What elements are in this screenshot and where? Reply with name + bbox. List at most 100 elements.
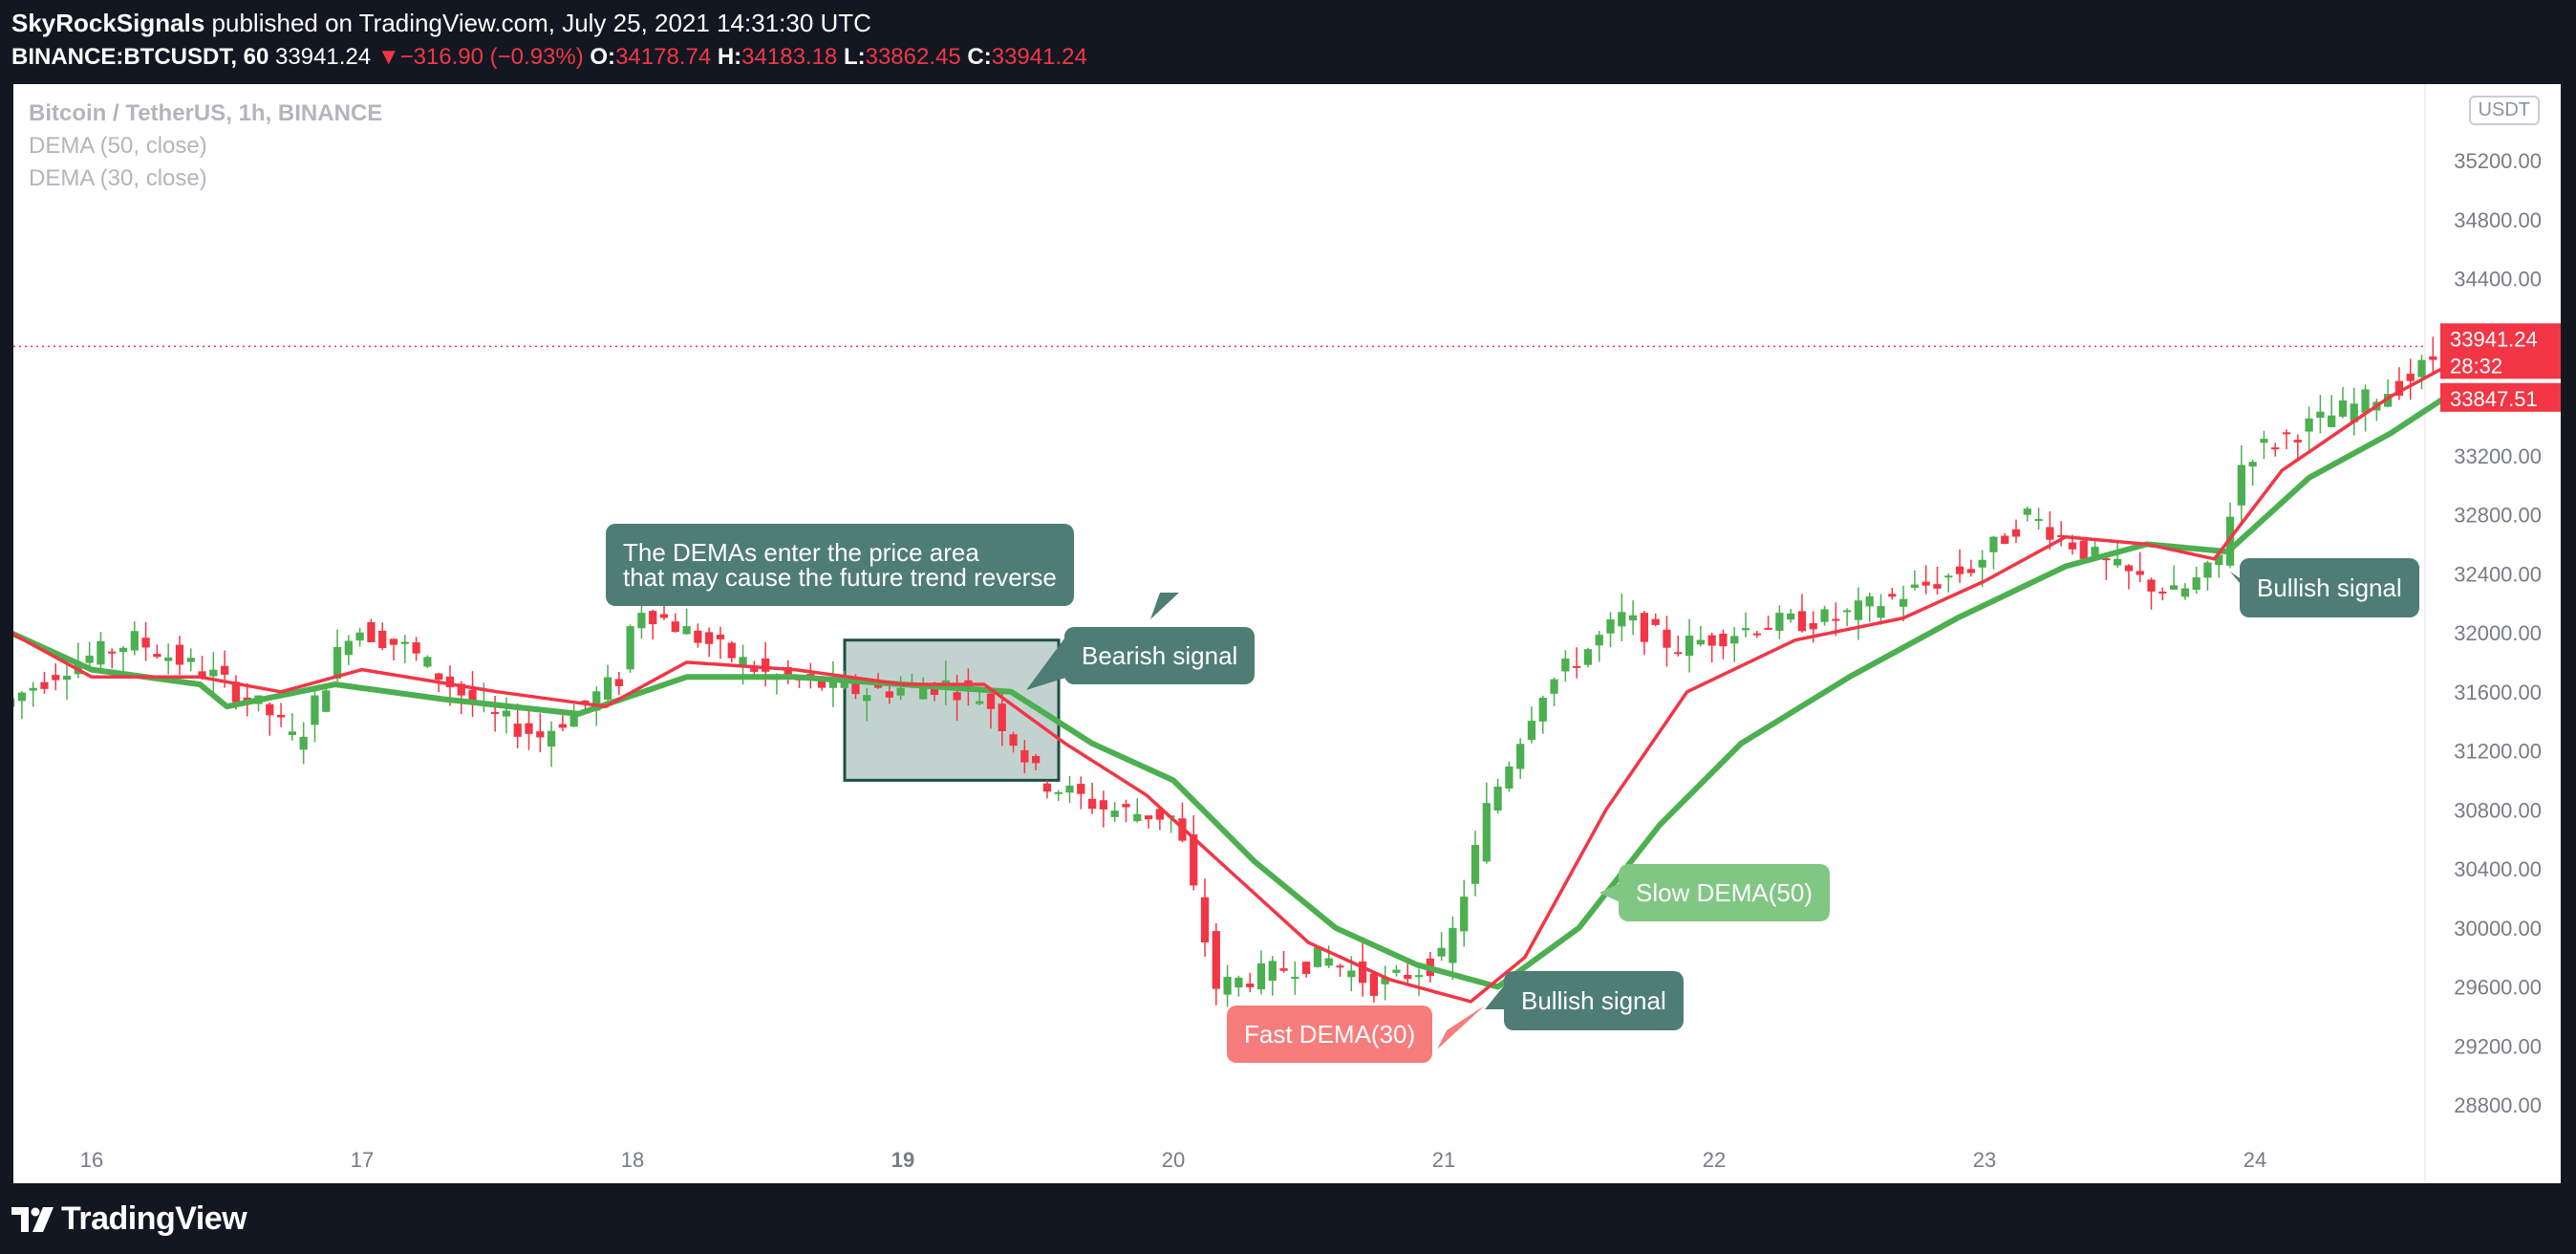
candle-body bbox=[1797, 611, 1807, 632]
candle-body bbox=[1865, 595, 1874, 607]
candle-body bbox=[52, 675, 60, 681]
candle-body bbox=[1583, 649, 1593, 665]
candle-body bbox=[1155, 809, 1164, 820]
publish-line: SkyRockSignals published on TradingView.… bbox=[11, 6, 1087, 40]
bullish-signal-callout-right[interactable]: Bullish signal bbox=[2240, 558, 2419, 617]
consolidation-box bbox=[843, 638, 1061, 782]
fast-dema-callout[interactable]: Fast DEMA(30) bbox=[1227, 1005, 1433, 1063]
last-price: 33941.24 bbox=[275, 44, 372, 70]
candle-body bbox=[1775, 613, 1784, 631]
candle-body bbox=[2147, 579, 2156, 592]
candle-body bbox=[1234, 977, 1243, 988]
candle-body bbox=[367, 621, 376, 642]
candle-body bbox=[682, 626, 691, 635]
candle-body bbox=[2293, 440, 2302, 443]
candle-body bbox=[1437, 947, 1446, 957]
candle-body bbox=[2057, 534, 2066, 537]
candle-body bbox=[694, 630, 702, 643]
candle-body bbox=[1144, 815, 1153, 820]
candle-body bbox=[276, 714, 286, 718]
dema-value-badge-bg bbox=[2440, 382, 2561, 412]
candle-body bbox=[1460, 897, 1469, 932]
bullish-signal-callout-left[interactable]: Bullish signal bbox=[1504, 971, 1684, 1030]
candle-body bbox=[784, 667, 792, 678]
candle-body bbox=[1482, 803, 1491, 862]
slow-dema-callout[interactable]: Slow DEMA(50) bbox=[1619, 864, 1830, 921]
candle-body bbox=[1268, 961, 1277, 982]
candle-body bbox=[2282, 432, 2291, 435]
candle-body bbox=[2169, 585, 2179, 590]
chart-legend: Bitcoin / TetherUS, 1h, BINANCE DEMA (50… bbox=[29, 97, 382, 195]
y-tick-label: 31600.00 bbox=[2454, 681, 2542, 704]
price-change: −316.90 (−0.93%) bbox=[399, 44, 584, 70]
candle-body bbox=[2102, 558, 2111, 561]
candle-body bbox=[1212, 931, 1220, 989]
candle-body bbox=[1009, 734, 1018, 746]
candle-body bbox=[1595, 635, 1603, 646]
chart-area[interactable]: 28800.00 29200.00 29600.00 30000.00 30400.00… bbox=[13, 84, 2561, 1183]
candle-body bbox=[614, 679, 623, 686]
candle-body bbox=[1618, 612, 1626, 627]
bearish-signal-label: Bearish signal bbox=[1082, 640, 1238, 670]
candle-body bbox=[1561, 658, 1570, 672]
tradingview-logo-icon bbox=[11, 1206, 54, 1232]
candle-body bbox=[198, 671, 206, 678]
candle-body bbox=[29, 687, 37, 691]
candle-body bbox=[1674, 652, 1683, 655]
candle-body bbox=[1910, 584, 1920, 588]
candle-body bbox=[626, 626, 634, 670]
candle-body bbox=[727, 642, 736, 659]
candle-body bbox=[1764, 627, 1772, 630]
candle-body bbox=[1369, 973, 1379, 996]
candle-body bbox=[221, 665, 229, 675]
candle-body bbox=[1099, 800, 1108, 810]
y-tick-label: 34400.00 bbox=[2454, 268, 2542, 292]
candle-body bbox=[1640, 613, 1649, 642]
candle-body bbox=[873, 683, 883, 688]
header: SkyRockSignals published on TradingView.… bbox=[11, 6, 1087, 75]
legend-dema-fast[interactable]: DEMA (30, close) bbox=[29, 165, 207, 191]
bearish-signal-callout[interactable]: Bearish signal bbox=[1064, 627, 1256, 684]
candle-body bbox=[705, 632, 714, 644]
fast-dema-tail bbox=[1437, 1005, 1485, 1049]
candle-body bbox=[288, 731, 297, 736]
legend-dema-slow[interactable]: DEMA (50, close) bbox=[29, 133, 207, 159]
candle-body bbox=[1707, 635, 1716, 646]
x-tick-label: 24 bbox=[2243, 1148, 2266, 1172]
candle-body bbox=[649, 611, 657, 625]
note-line-2: that may cause the future trend reverse bbox=[623, 563, 1057, 592]
close-value: 33941.24 bbox=[991, 44, 1087, 70]
candle-body bbox=[739, 657, 747, 665]
fast-dema-line bbox=[13, 358, 2459, 1004]
candle-body bbox=[2316, 411, 2325, 419]
candle-body bbox=[581, 700, 590, 703]
brand-name[interactable]: TradingView bbox=[61, 1200, 247, 1237]
candle-body bbox=[2124, 565, 2134, 572]
y-tick-label: 30000.00 bbox=[2454, 917, 2542, 940]
candle-body bbox=[1899, 598, 1908, 607]
legend-title[interactable]: Bitcoin / TetherUS, 1h, BINANCE bbox=[29, 100, 383, 126]
candle-body bbox=[1832, 618, 1840, 621]
symbol-label[interactable]: BINANCE:BTCUSDT, 60 bbox=[11, 44, 269, 70]
candle-body bbox=[491, 712, 500, 715]
countdown-badge: 28:32 bbox=[2450, 354, 2502, 378]
publisher-name[interactable]: SkyRockSignals bbox=[11, 9, 205, 37]
candle-body bbox=[2192, 577, 2200, 591]
y-tick-label: 28800.00 bbox=[2454, 1093, 2542, 1117]
candle-body bbox=[1966, 569, 1975, 573]
candle-body bbox=[863, 695, 871, 702]
candle-body bbox=[919, 686, 928, 700]
candle-body bbox=[2237, 465, 2245, 506]
note-callout[interactable]: The DEMAs enter the price area that may … bbox=[606, 524, 1074, 606]
price-chart[interactable]: 28800.00 29200.00 29600.00 30000.00 30400.00… bbox=[13, 84, 2561, 1183]
candle-body bbox=[299, 736, 308, 750]
candle-body bbox=[445, 676, 455, 688]
candle-body bbox=[1730, 636, 1739, 644]
candle-body bbox=[423, 657, 432, 667]
candle-body bbox=[1054, 791, 1063, 794]
candle-body bbox=[1516, 744, 1525, 769]
currency-badge[interactable]: USDT bbox=[2468, 96, 2540, 125]
y-tick-label: 34800.00 bbox=[2454, 208, 2542, 232]
candle-body bbox=[896, 687, 905, 696]
candle-body bbox=[1190, 834, 1198, 886]
